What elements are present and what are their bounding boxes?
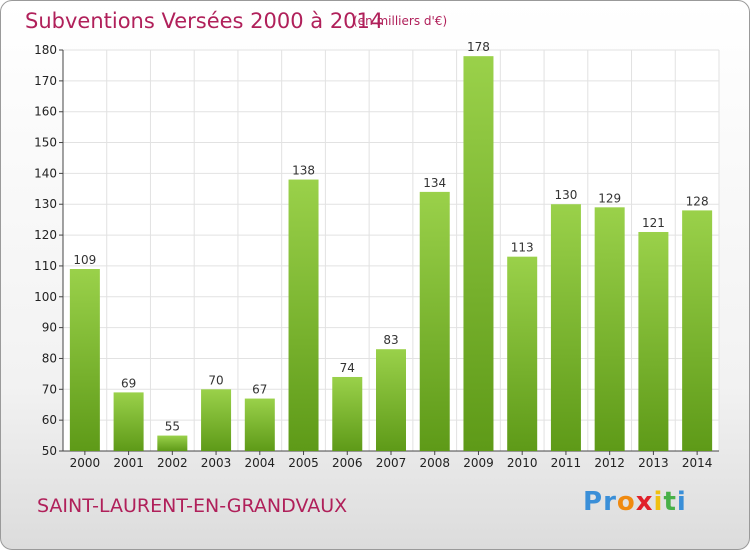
data-label-2011: 130 — [554, 188, 577, 202]
bar-2010 — [507, 256, 538, 451]
x-tick-label-2005: 2005 — [288, 456, 319, 470]
bar-2000 — [69, 269, 100, 451]
data-label-2010: 113 — [511, 241, 534, 255]
data-label-2001: 69 — [121, 376, 136, 390]
x-tick-label-2014: 2014 — [682, 456, 713, 470]
bar-2014 — [682, 210, 713, 451]
y-tick-label: 80 — [42, 351, 57, 365]
data-label-2007: 83 — [383, 333, 398, 347]
data-label-2004: 67 — [252, 383, 267, 397]
x-tick-label-2003: 2003 — [201, 456, 232, 470]
bar-2002 — [157, 435, 188, 451]
x-tick-label-2000: 2000 — [70, 456, 101, 470]
bar-2012 — [594, 207, 625, 451]
commune-name: SAINT-LAURENT-EN-GRANDVAUX — [37, 495, 348, 517]
data-label-2002: 55 — [165, 420, 180, 434]
data-label-2009: 178 — [467, 40, 490, 54]
data-label-2006: 74 — [340, 361, 355, 375]
bar-2004 — [244, 398, 275, 451]
x-tick-label-2002: 2002 — [157, 456, 188, 470]
bar-2006 — [332, 376, 363, 451]
x-tick-label-2007: 2007 — [376, 456, 407, 470]
bar-2009 — [463, 56, 494, 452]
x-tick-label-2011: 2011 — [551, 456, 582, 470]
logo-letter: i — [676, 487, 687, 517]
chart-subtitle: (en milliers d'€) — [353, 14, 448, 28]
y-tick-label: 140 — [34, 166, 57, 180]
y-tick-label: 110 — [34, 259, 57, 273]
logo-letter: x — [635, 487, 654, 517]
y-tick-label: 120 — [34, 228, 57, 242]
y-tick-label: 150 — [34, 136, 57, 150]
data-label-2000: 109 — [73, 253, 96, 267]
x-tick-label-2013: 2013 — [638, 456, 669, 470]
logo-letter: t — [663, 487, 677, 517]
logo-letter: r — [603, 487, 617, 517]
x-tick-label-2004: 2004 — [245, 456, 276, 470]
y-tick-label: 90 — [42, 321, 57, 335]
x-tick-label-2009: 2009 — [463, 456, 494, 470]
logo-letter: o — [616, 487, 636, 517]
y-tick-label: 170 — [34, 74, 57, 88]
proxiti-logo: Proxiti — [583, 487, 687, 517]
logo-letter: P — [583, 487, 604, 517]
y-tick-label: 100 — [34, 290, 57, 304]
x-tick-label-2006: 2006 — [332, 456, 363, 470]
y-tick-label: 130 — [34, 197, 57, 211]
x-tick-label-2012: 2012 — [594, 456, 625, 470]
y-tick-label: 160 — [34, 105, 57, 119]
bar-2011 — [550, 204, 581, 451]
x-tick-label-2008: 2008 — [419, 456, 450, 470]
y-tick-label: 180 — [34, 43, 57, 57]
data-label-2014: 128 — [686, 194, 709, 208]
y-tick-label: 50 — [42, 444, 57, 458]
chart-title: Subventions Versées 2000 à 2014 — [25, 9, 384, 33]
bar-2005 — [288, 179, 319, 452]
data-label-2008: 134 — [423, 176, 446, 190]
bar-2001 — [113, 392, 144, 451]
bar-2007 — [376, 349, 406, 451]
bar-2008 — [419, 191, 450, 451]
data-label-2012: 129 — [598, 191, 621, 205]
x-tick-label-2010: 2010 — [507, 456, 538, 470]
data-label-2003: 70 — [208, 373, 223, 387]
bar-2013 — [638, 231, 669, 451]
y-tick-label: 60 — [42, 413, 57, 427]
x-tick-label-2001: 2001 — [113, 456, 144, 470]
logo-letter: i — [653, 487, 664, 517]
y-tick-label: 70 — [42, 382, 57, 396]
data-label-2005: 138 — [292, 164, 315, 178]
data-label-2013: 121 — [642, 216, 665, 230]
bar-2003 — [201, 389, 232, 451]
